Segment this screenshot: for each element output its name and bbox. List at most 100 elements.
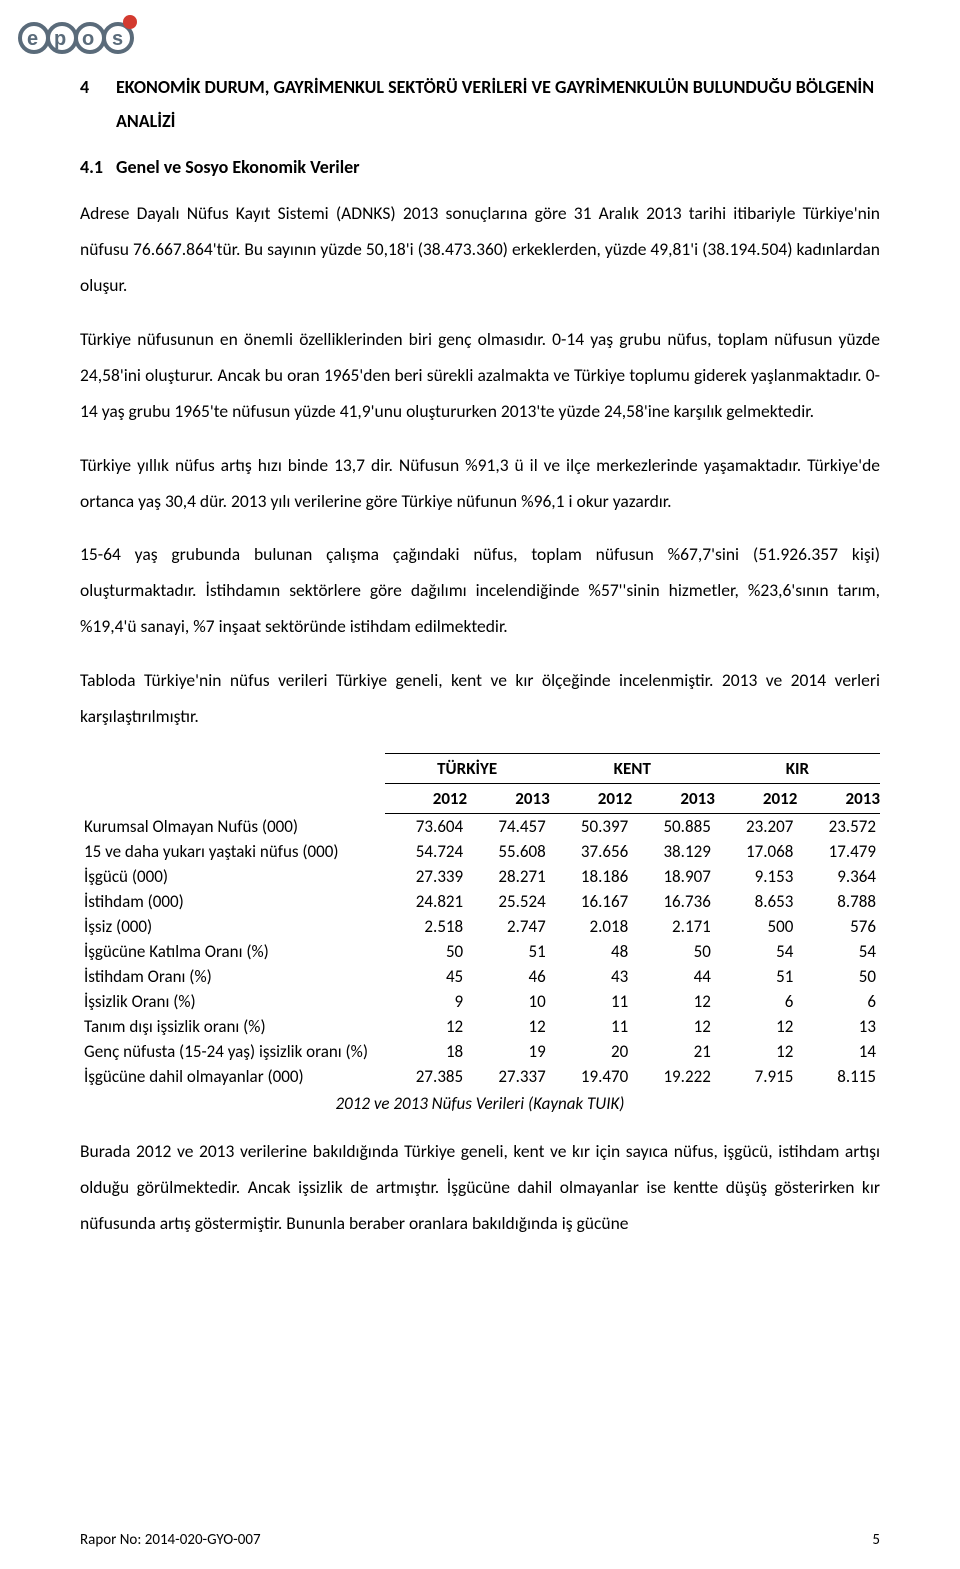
row-label: İstihdam (000) (80, 889, 385, 914)
row-label: İşgücüne Katılma Oranı (%) (80, 939, 385, 964)
year-header: 2012 (550, 783, 633, 813)
cell-value: 8.788 (797, 889, 880, 914)
cell-value: 54 (715, 939, 798, 964)
cell-value: 12 (385, 1014, 468, 1039)
section-number: 4 (80, 70, 116, 104)
subsection-number: 4.1 (80, 156, 116, 178)
row-label: Kurumsal Olmayan Nufüs (000) (80, 813, 385, 839)
cell-value: 12 (467, 1014, 550, 1039)
cell-value: 8.115 (797, 1064, 880, 1089)
paragraph: Tabloda Türkiye'nin nüfus verileri Türki… (80, 663, 880, 735)
table-row: Tanım dışı işsizlik oranı (%)12121112121… (80, 1014, 880, 1039)
cell-value: 50.397 (550, 813, 633, 839)
year-header: 2012 (385, 783, 468, 813)
table-row: İşgücüne Katılma Oranı (%)505148505454 (80, 939, 880, 964)
cell-value: 73.604 (385, 813, 468, 839)
section-heading: 4 EKONOMİK DURUM, GAYRİMENKUL SEKTÖRÜ VE… (80, 70, 880, 138)
cell-value: 48 (550, 939, 633, 964)
cell-value: 18 (385, 1039, 468, 1064)
paragraph: 15-64 yaş grubunda bulunan çalışma çağın… (80, 537, 880, 645)
cell-value: 21 (632, 1039, 715, 1064)
cell-value: 9.153 (715, 864, 798, 889)
table-row: İşsiz (000)2.5182.7472.0182.171500576 (80, 914, 880, 939)
group-header: KIR (715, 753, 880, 783)
cell-value: 54 (797, 939, 880, 964)
cell-value: 17.479 (797, 839, 880, 864)
cell-value: 9 (385, 989, 468, 1014)
document-page: e p o s 4 EKONOMİK DURUM, GAYRİMENKUL SE… (0, 0, 960, 1569)
svg-text:p: p (54, 28, 66, 50)
cell-value: 2.018 (550, 914, 633, 939)
table-row: Kurumsal Olmayan Nufüs (000)73.60474.457… (80, 813, 880, 839)
cell-value: 18.186 (550, 864, 633, 889)
cell-value: 50 (385, 939, 468, 964)
row-label: İstihdam Oranı (%) (80, 964, 385, 989)
page-number: 5 (872, 1531, 880, 1549)
cell-value: 11 (550, 1014, 633, 1039)
cell-value: 6 (797, 989, 880, 1014)
cell-value: 27.385 (385, 1064, 468, 1089)
table-row: İşgücü (000)27.33928.27118.18618.9079.15… (80, 864, 880, 889)
cell-value: 13 (797, 1014, 880, 1039)
subsection-heading: 4.1 Genel ve Sosyo Ekonomik Veriler (80, 156, 880, 178)
group-header: TÜRKİYE (385, 753, 550, 783)
paragraph: Burada 2012 ve 2013 verilerine bakıldığı… (80, 1134, 880, 1242)
cell-value: 6 (715, 989, 798, 1014)
table-row: İstihdam Oranı (%)454643445150 (80, 964, 880, 989)
year-header: 2013 (797, 783, 880, 813)
paragraph: Adrese Dayalı Nüfus Kayıt Sistemi (ADNKS… (80, 196, 880, 304)
row-label: İşsiz (000) (80, 914, 385, 939)
row-label: Tanım dışı işsizlik oranı (%) (80, 1014, 385, 1039)
cell-value: 45 (385, 964, 468, 989)
cell-value: 7.915 (715, 1064, 798, 1089)
cell-value: 37.656 (550, 839, 633, 864)
row-label: İşsizlik Oranı (%) (80, 989, 385, 1014)
paragraph: Türkiye yıllık nüfus artış hızı binde 13… (80, 448, 880, 520)
cell-value: 43 (550, 964, 633, 989)
cell-value: 19.222 (632, 1064, 715, 1089)
cell-value: 27.339 (385, 864, 468, 889)
svg-text:o: o (82, 28, 94, 50)
table-year-header-row: 2012 2013 2012 2013 2012 2013 (80, 783, 880, 813)
svg-text:s: s (112, 28, 123, 50)
cell-value: 2.747 (467, 914, 550, 939)
cell-value: 16.736 (632, 889, 715, 914)
cell-value: 2.518 (385, 914, 468, 939)
cell-value: 12 (632, 1014, 715, 1039)
row-label: İşgücüne dahil olmayanlar (000) (80, 1064, 385, 1089)
row-label: 15 ve daha yukarı yaştaki nüfus (000) (80, 839, 385, 864)
table-row: Genç nüfusta (15-24 yaş) işsizlik oranı … (80, 1039, 880, 1064)
cell-value: 23.572 (797, 813, 880, 839)
cell-value: 14 (797, 1039, 880, 1064)
cell-value: 11 (550, 989, 633, 1014)
table-row: İstihdam (000)24.82125.52416.16716.7368.… (80, 889, 880, 914)
logo: e p o s (18, 8, 148, 69)
cell-value: 50.885 (632, 813, 715, 839)
report-number: Rapor No: 2014-020-GYO-007 (80, 1531, 261, 1549)
cell-value: 23.207 (715, 813, 798, 839)
cell-value: 25.524 (467, 889, 550, 914)
population-table: TÜRKİYE KENT KIR 2012 2013 2012 2013 201… (80, 753, 880, 1089)
group-header: KENT (550, 753, 715, 783)
cell-value: 19.470 (550, 1064, 633, 1089)
row-label: Genç nüfusta (15-24 yaş) işsizlik oranı … (80, 1039, 385, 1064)
section-title: EKONOMİK DURUM, GAYRİMENKUL SEKTÖRÜ VERİ… (116, 70, 880, 138)
cell-value: 24.821 (385, 889, 468, 914)
cell-value: 51 (715, 964, 798, 989)
cell-value: 17.068 (715, 839, 798, 864)
cell-value: 18.907 (632, 864, 715, 889)
cell-value: 54.724 (385, 839, 468, 864)
cell-value: 10 (467, 989, 550, 1014)
cell-value: 12 (632, 989, 715, 1014)
cell-value: 38.129 (632, 839, 715, 864)
cell-value: 576 (797, 914, 880, 939)
table-caption: 2012 ve 2013 Nüfus Verileri (Kaynak TUIK… (80, 1093, 880, 1114)
cell-value: 55.608 (467, 839, 550, 864)
row-label: İşgücü (000) (80, 864, 385, 889)
cell-value: 500 (715, 914, 798, 939)
subsection-title: Genel ve Sosyo Ekonomik Veriler (116, 156, 360, 178)
paragraph: Türkiye nüfusunun en önemli özelliklerin… (80, 322, 880, 430)
cell-value: 8.653 (715, 889, 798, 914)
table-row: İşsizlik Oranı (%)910111266 (80, 989, 880, 1014)
year-header: 2013 (467, 783, 550, 813)
